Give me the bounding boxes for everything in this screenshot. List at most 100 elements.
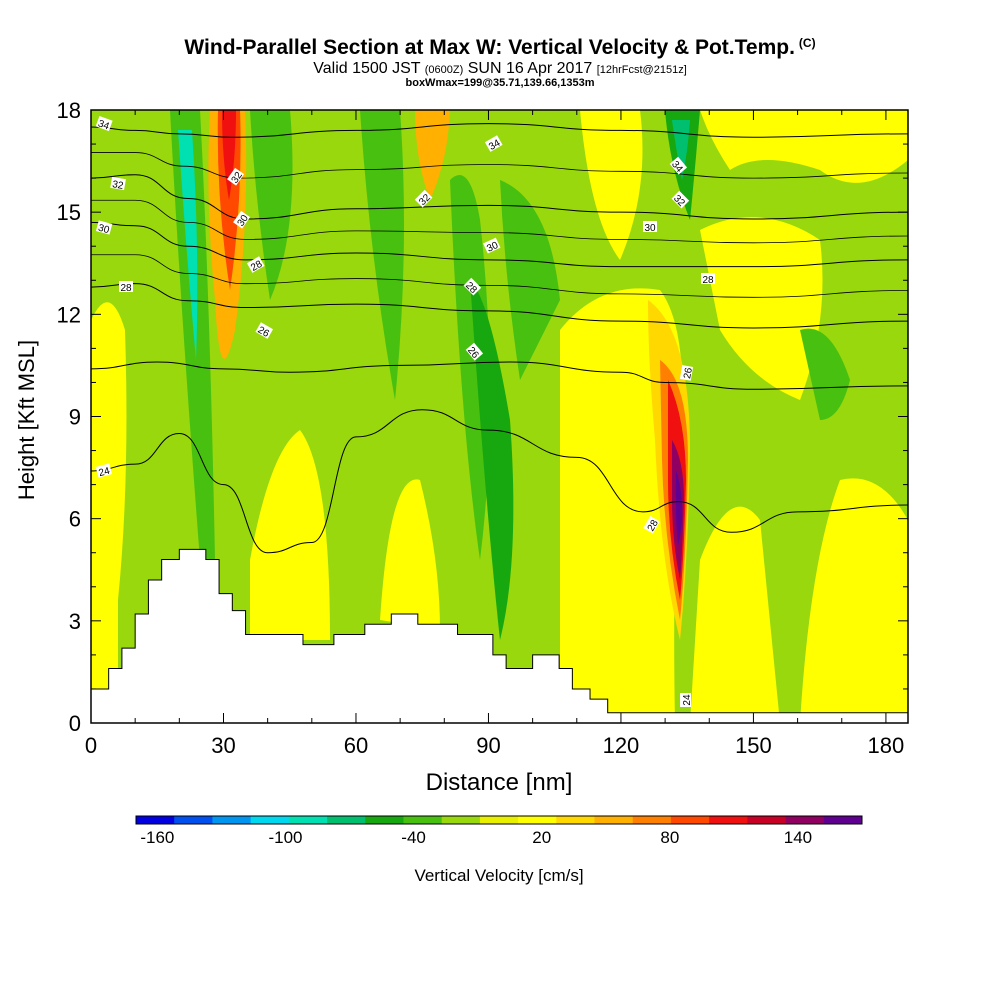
theta-label: 34 [96, 118, 111, 132]
y-axis-label: Height [Kft MSL] [14, 340, 39, 500]
colorbar-tick-label: -40 [401, 828, 426, 847]
chart-title: Wind-Parallel Section at Max W: Vertical… [0, 36, 1000, 60]
colorbar-frame [135, 815, 863, 825]
colorbar-swatch [670, 816, 710, 824]
field-yellow-6 [580, 110, 643, 260]
x-tick-label: 0 [85, 733, 97, 758]
theta-label: 30 [485, 240, 500, 255]
colorbar-swatch [594, 816, 634, 824]
field-green-2 [450, 175, 490, 560]
forecast-info: [12hrFcst@2151z] [596, 64, 687, 76]
isotherm-lines [91, 123, 908, 554]
isotherm-34 [91, 123, 908, 138]
colorbar-swatch [823, 816, 863, 824]
colorbar-swatch [136, 816, 175, 824]
colorbar-swatch [632, 816, 672, 824]
field-yellow-5 [700, 217, 823, 400]
isotherm-intermediate [91, 254, 908, 298]
colorbar-swatch [556, 816, 596, 824]
field-green-6 [360, 110, 404, 400]
field-yellow-3 [800, 478, 908, 723]
colorbar-swatch [250, 816, 290, 824]
colorbar-label: Vertical Velocity [cm/s] [414, 866, 583, 885]
x-tick-label: 30 [211, 733, 235, 758]
colorbar-swatch [441, 816, 481, 824]
colorbar-tick-label: 80 [660, 828, 679, 847]
colorbar-tick-label: -160 [140, 828, 174, 847]
updraft-3-peak [675, 470, 683, 545]
x-tick-label: 90 [476, 733, 500, 758]
x-tick-label: 60 [344, 733, 368, 758]
isotherm-intermediate [91, 152, 908, 179]
theta-label: 28 [702, 275, 714, 286]
box-info: boxWmax=199@35.71,139.66,1353m [405, 77, 595, 89]
field-yellow-9 [380, 479, 440, 630]
theta-label: 26 [256, 325, 272, 340]
x-tick-label: 180 [868, 733, 905, 758]
field-green-1 [170, 110, 215, 560]
theta-label: 24 [98, 466, 112, 480]
field-yellow-7 [700, 110, 908, 183]
theta-label: 24 [682, 694, 693, 706]
updraft-1-mid [217, 110, 241, 290]
field-green-7 [250, 110, 293, 300]
x-axis-label: Distance [nm] [426, 769, 573, 796]
y-tick-label: 0 [69, 711, 81, 736]
updraft-2 [415, 110, 450, 200]
y-tick-label: 12 [57, 302, 81, 327]
colorbar-swatch [709, 816, 748, 824]
colorbar-swatches [136, 816, 863, 824]
colorbar-tick-label: 140 [784, 828, 812, 847]
isotherm-30 [91, 221, 908, 268]
colorbar-swatch [785, 816, 825, 824]
y-tick-label: 18 [57, 98, 81, 123]
x-axis: 0 30 60 90 120 150 180 [85, 110, 904, 758]
title-unit: (C) [798, 36, 816, 50]
colorbar-tick-label: -100 [268, 828, 302, 847]
field-yellow-8 [250, 430, 330, 640]
y-tick-label: 9 [69, 405, 81, 430]
colorbar-swatch [747, 816, 787, 824]
isotherm-intermediate [91, 199, 908, 244]
velocity-field [91, 110, 908, 723]
y-tick-label: 15 [57, 200, 81, 225]
field-green-3 [470, 280, 514, 640]
theta-label: 28 [249, 259, 265, 274]
colorbar-swatch [518, 816, 557, 824]
field-teal-1 [178, 130, 198, 360]
isotherm-26 [91, 361, 908, 390]
isotherm-28 [91, 283, 908, 329]
chart-subtitle: Valid 1500 JST (0600Z) SUN 16 Apr 2017 [… [0, 60, 1000, 78]
field-yellow-4 [91, 302, 127, 690]
isotherm-labels: 34 34 34 32 32 32 32 30 30 30 30 28 28 2… [95, 115, 715, 707]
colorbar-swatch [288, 816, 328, 824]
y-tick-label: 3 [69, 609, 81, 634]
colorbar-swatch [327, 816, 366, 824]
theta-label: 30 [644, 223, 656, 234]
x-tick-label: 150 [735, 733, 772, 758]
theta-label: 28 [646, 518, 661, 534]
colorbar-swatch [174, 816, 213, 824]
theta-label: 34 [487, 138, 503, 153]
field-green-8 [800, 328, 850, 420]
colorbar-ticks: -160 -100 -40 20 80 140 [140, 828, 812, 847]
y-tick-label: 6 [69, 507, 81, 532]
valid-prefix: Valid 1500 JST [313, 60, 421, 77]
isotherm-32 [91, 174, 908, 220]
field-yellow-2 [690, 506, 780, 723]
field-green-4 [500, 180, 560, 380]
theta-label: 30 [97, 223, 111, 237]
terrain [91, 548, 908, 723]
field-teal-2 [672, 120, 690, 180]
colorbar-swatch [403, 816, 443, 824]
colorbar-tick-label: 20 [532, 828, 551, 847]
colorbar-swatch [365, 816, 404, 824]
updraft-1-core [222, 110, 236, 200]
theta-label: 28 [120, 283, 132, 294]
valid-date: SUN 16 Apr 2017 [467, 60, 593, 77]
theta-label: 32 [111, 179, 124, 192]
theta-label: 26 [682, 366, 695, 379]
colorbar-swatch [212, 816, 252, 824]
